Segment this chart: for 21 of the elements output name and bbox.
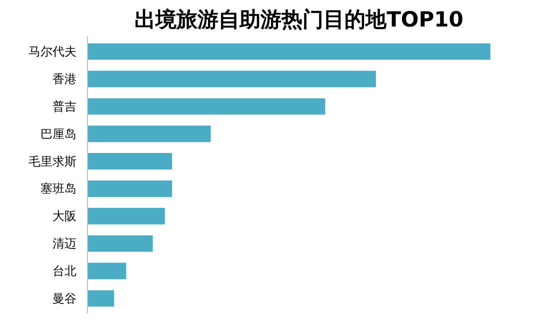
bar xyxy=(88,70,376,88)
bar xyxy=(88,180,172,197)
y-tick-label: 大阪 xyxy=(52,209,76,224)
bar xyxy=(88,126,211,142)
bar xyxy=(88,290,114,307)
y-tick-label: 巴厘岛 xyxy=(40,126,76,141)
y-tick-label: 台北 xyxy=(52,264,76,278)
y-tick-label: 毛里求斯 xyxy=(28,154,76,168)
bar xyxy=(88,153,172,170)
bar xyxy=(88,262,126,280)
bar xyxy=(88,98,326,115)
y-tick-label: 普吉 xyxy=(52,99,76,114)
y-tick-label: 马尔代夫 xyxy=(28,44,76,59)
y-tick-label: 塞班岛 xyxy=(40,182,76,196)
y-tick-label: 清迈 xyxy=(52,236,76,251)
bar xyxy=(88,235,153,252)
bar xyxy=(88,43,490,60)
bar xyxy=(88,208,165,224)
y-tick-label: 香港 xyxy=(52,72,76,86)
y-tick-label: 曼谷 xyxy=(52,291,76,306)
chart-title: 出境旅游自助游热门目的地TOP10 xyxy=(134,8,464,32)
